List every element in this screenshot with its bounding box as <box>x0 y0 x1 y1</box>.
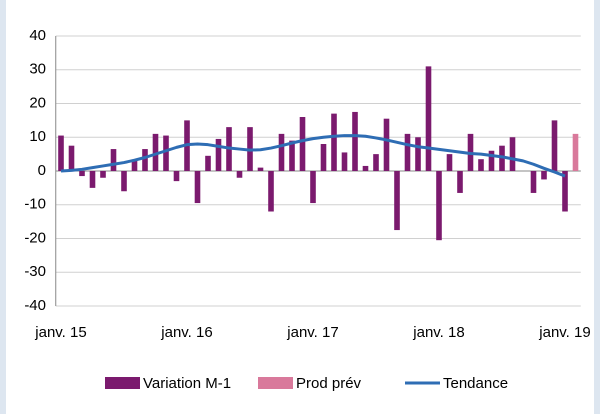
bar <box>457 171 463 193</box>
bar <box>79 171 85 177</box>
bar <box>299 117 306 171</box>
bar <box>236 171 243 178</box>
bar <box>320 144 327 171</box>
y-tick-label: -20 <box>24 229 46 246</box>
bar <box>530 171 537 193</box>
bar <box>131 160 138 171</box>
y-tick-label: -40 <box>24 297 46 314</box>
bar <box>341 152 348 171</box>
bar <box>215 138 222 171</box>
bar <box>362 165 369 171</box>
bar <box>352 111 358 171</box>
bar <box>257 167 264 171</box>
bar <box>488 150 495 171</box>
legend-swatch <box>105 377 140 389</box>
bar <box>436 171 442 241</box>
bar <box>68 145 75 171</box>
trend-line <box>60 134 566 178</box>
bar <box>152 133 159 171</box>
bar <box>310 171 316 204</box>
chart-background <box>6 0 594 414</box>
legend-swatch <box>258 377 293 389</box>
y-tick-label: 30 <box>29 61 46 78</box>
bar <box>404 133 411 171</box>
bar <box>446 154 453 171</box>
bar <box>331 113 337 171</box>
legend-label: Prod prév <box>296 375 362 392</box>
bar <box>278 133 285 171</box>
y-tick-label: 40 <box>29 27 46 44</box>
bar <box>509 137 516 171</box>
bar <box>142 149 148 171</box>
bar <box>572 133 579 171</box>
y-tick-label: 10 <box>29 128 46 145</box>
x-tick-label: janv. 17 <box>286 324 338 341</box>
bar <box>478 159 484 171</box>
bar <box>425 66 432 171</box>
bar <box>373 154 379 171</box>
bar <box>194 171 201 204</box>
bar <box>121 171 127 192</box>
y-tick-label: 0 <box>38 162 46 179</box>
legend-label: Tendance <box>443 375 508 392</box>
y-tick-label: -10 <box>24 196 46 213</box>
x-tick-label: janv. 18 <box>412 324 464 341</box>
bar <box>163 135 169 171</box>
bar <box>551 120 558 171</box>
bar <box>415 137 421 171</box>
x-tick-label: janv. 19 <box>538 324 590 341</box>
bar <box>289 140 295 171</box>
bar <box>58 135 64 171</box>
bar <box>100 171 106 178</box>
x-tick-label: janv. 15 <box>34 324 86 341</box>
bar <box>205 155 211 171</box>
bar <box>394 171 400 231</box>
y-tick-label: 20 <box>29 94 46 111</box>
bar <box>89 171 96 188</box>
bar <box>562 171 568 212</box>
bar <box>383 118 390 171</box>
y-tick-label: -30 <box>24 263 46 280</box>
legend-label: Variation M-1 <box>143 375 231 392</box>
bar <box>110 149 117 171</box>
bar <box>541 171 547 180</box>
bar <box>173 171 180 182</box>
bar <box>268 171 274 212</box>
x-tick-label: janv. 16 <box>160 324 212 341</box>
